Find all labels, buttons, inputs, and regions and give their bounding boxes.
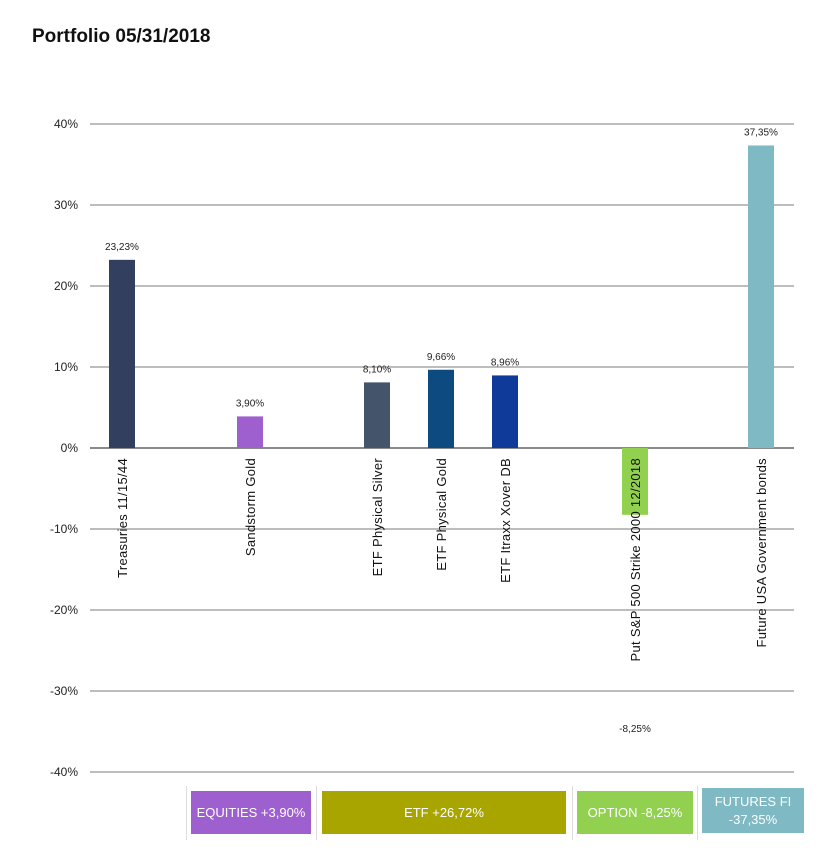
bar xyxy=(748,145,774,448)
bar xyxy=(364,382,390,448)
data-label: -8,25% xyxy=(619,724,651,735)
category-label: ETF Itraxx Xover DB xyxy=(498,458,513,583)
group-separator xyxy=(186,786,187,840)
category-label: Future USA Government bonds xyxy=(754,458,769,648)
y-tick-label: 10% xyxy=(54,360,78,374)
bar xyxy=(237,416,263,448)
group-value: -37,35% xyxy=(728,811,778,827)
group-label: FUTURES FI xyxy=(714,793,792,809)
data-label: 8,10% xyxy=(363,364,391,375)
bar xyxy=(492,375,518,448)
y-tick-label: 40% xyxy=(54,117,78,131)
data-label: 23,23% xyxy=(105,242,139,253)
bar xyxy=(109,259,135,448)
data-label: 3,90% xyxy=(236,398,264,409)
group-futures: FUTURES FI -37,35% xyxy=(702,788,804,833)
category-label: ETF Physical Gold xyxy=(434,458,449,571)
y-tick-label: -20% xyxy=(50,603,78,617)
group-separator xyxy=(697,786,698,840)
group-separator xyxy=(316,786,317,840)
data-label: 37,35% xyxy=(744,127,778,138)
y-tick-label: -10% xyxy=(50,522,78,536)
chart-title: Portfolio 05/31/2018 xyxy=(32,26,211,47)
group-separator xyxy=(572,786,573,840)
y-tick-label: 20% xyxy=(54,279,78,293)
bar xyxy=(622,448,648,515)
category-label: ETF Physical Silver xyxy=(370,458,385,577)
y-tick-label: 0% xyxy=(61,441,79,455)
group-etf: ETF +26,72% xyxy=(322,791,566,834)
y-tick-label: 30% xyxy=(54,198,78,212)
category-label: Put S&P 500 Strike 2000 12/2018 xyxy=(628,458,643,661)
group-option: OPTION -8,25% xyxy=(577,791,693,834)
bar xyxy=(428,369,454,448)
data-label: 8,96% xyxy=(491,357,519,368)
y-tick-label: -40% xyxy=(50,765,78,779)
category-label: Treasuries 11/15/44 xyxy=(115,458,130,578)
category-label: Sandstorm Gold xyxy=(243,458,258,556)
group-label: EQUITIES +3,90% xyxy=(196,804,306,820)
group-label: OPTION -8,25% xyxy=(587,804,683,820)
y-tick-label: -30% xyxy=(50,684,78,698)
group-label: ETF +26,72% xyxy=(404,804,484,820)
data-label: 9,66% xyxy=(427,352,455,363)
group-equities: EQUITIES +3,90% xyxy=(191,791,311,834)
